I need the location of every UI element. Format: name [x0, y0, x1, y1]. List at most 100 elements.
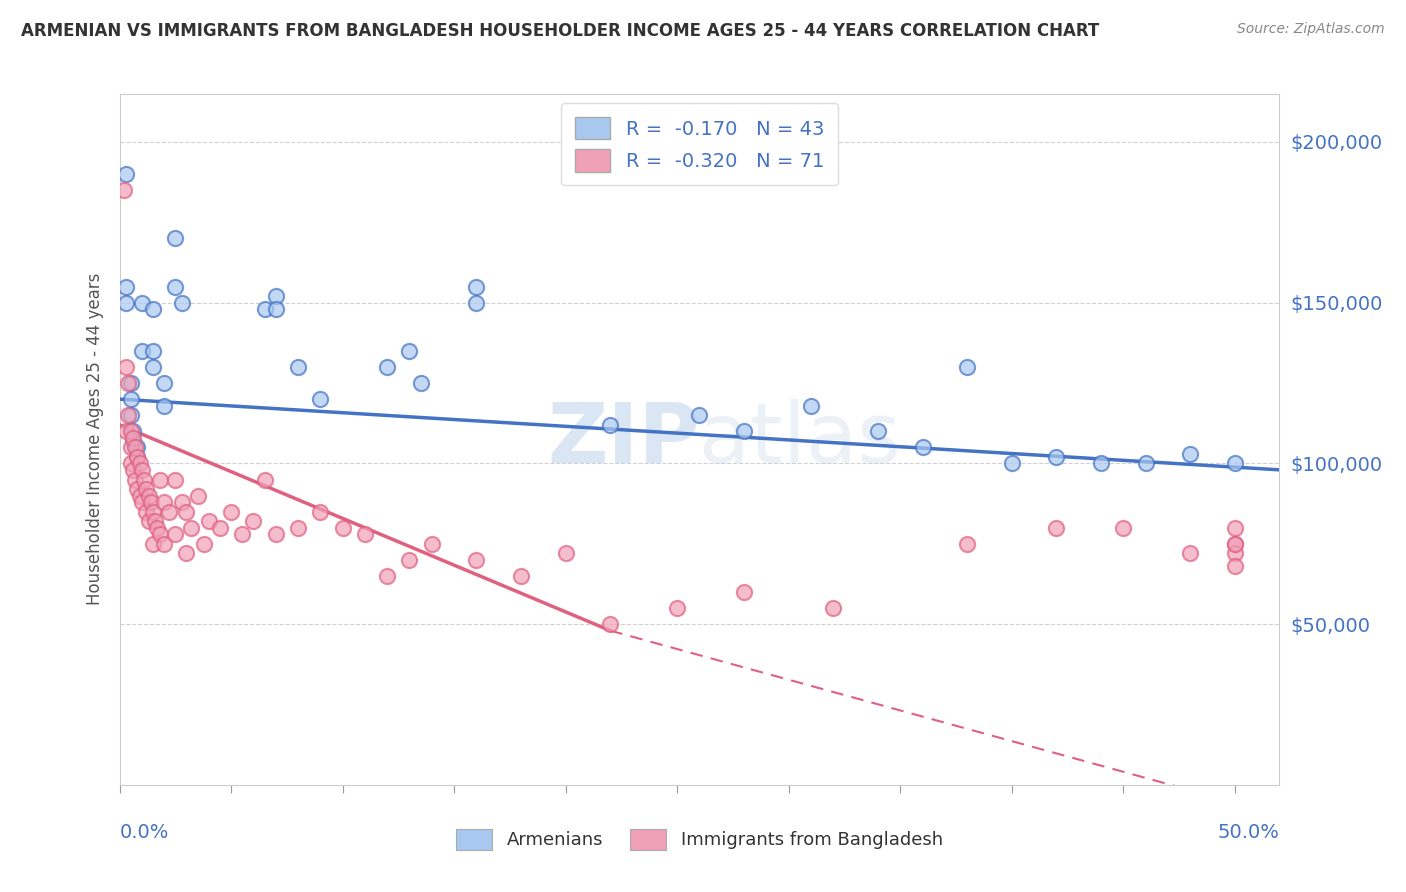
Point [1045, 450, 1067, 464]
Point [115, 167, 138, 181]
Point [165, 279, 187, 293]
Point [599, 617, 621, 632]
Point [1180, 447, 1202, 461]
Point [131, 463, 153, 477]
Point [176, 546, 198, 560]
Point [264, 527, 287, 541]
Point [127, 441, 149, 455]
Point [153, 376, 176, 390]
Point [823, 601, 845, 615]
Point [1112, 521, 1135, 535]
Point [332, 521, 354, 535]
Point [131, 343, 153, 358]
Point [956, 359, 979, 374]
Point [146, 521, 169, 535]
Point [128, 457, 150, 471]
Point [231, 527, 253, 541]
Point [117, 376, 139, 390]
Point [115, 295, 138, 310]
Point [120, 392, 142, 406]
Point [153, 399, 176, 413]
Point [131, 295, 153, 310]
Point [1223, 521, 1246, 535]
Point [127, 450, 149, 464]
Point [149, 527, 172, 541]
Point [666, 601, 689, 615]
Point [1223, 537, 1246, 551]
Point [264, 302, 287, 317]
Point [180, 521, 202, 535]
Point [120, 441, 142, 455]
Point [242, 514, 264, 528]
Point [131, 495, 153, 509]
Point [956, 537, 979, 551]
Point [142, 359, 165, 374]
Point [510, 569, 533, 583]
Text: Source: ZipAtlas.com: Source: ZipAtlas.com [1237, 22, 1385, 37]
Point [354, 527, 377, 541]
Point [120, 376, 142, 390]
Point [142, 505, 165, 519]
Point [309, 505, 332, 519]
Text: ZIP: ZIP [547, 399, 700, 480]
Point [1180, 546, 1202, 560]
Point [128, 489, 150, 503]
Point [599, 417, 621, 432]
Point [170, 495, 193, 509]
Point [733, 585, 755, 599]
Point [120, 457, 142, 471]
Point [142, 302, 165, 317]
Point [1223, 559, 1246, 574]
Point [115, 359, 138, 374]
Point [193, 537, 215, 551]
Point [800, 399, 823, 413]
Point [115, 279, 138, 293]
Point [1045, 521, 1067, 535]
Point [264, 289, 287, 303]
Point [165, 231, 187, 245]
Point [287, 359, 309, 374]
Point [287, 521, 309, 535]
Point [197, 514, 219, 528]
Point [253, 473, 276, 487]
Point [398, 553, 420, 567]
Text: ARMENIAN VS IMMIGRANTS FROM BANGLADESH HOUSEHOLDER INCOME AGES 25 - 44 YEARS COR: ARMENIAN VS IMMIGRANTS FROM BANGLADESH H… [21, 22, 1099, 40]
Legend: Armenians, Immigrants from Bangladesh: Armenians, Immigrants from Bangladesh [447, 820, 952, 859]
Text: 0.0%: 0.0% [120, 823, 169, 842]
Point [1223, 457, 1246, 471]
Point [124, 441, 146, 455]
Point [149, 473, 172, 487]
Point [554, 546, 576, 560]
Point [219, 505, 242, 519]
Point [117, 408, 139, 422]
Point [1090, 457, 1112, 471]
Point [465, 295, 488, 310]
Point [1223, 546, 1246, 560]
Point [208, 521, 231, 535]
Point [135, 505, 157, 519]
Point [142, 343, 165, 358]
Point [688, 408, 710, 422]
Point [138, 514, 160, 528]
Point [398, 343, 420, 358]
Point [866, 424, 889, 438]
Point [375, 569, 398, 583]
Point [187, 489, 209, 503]
Point [375, 359, 398, 374]
Point [409, 376, 432, 390]
Point [176, 505, 198, 519]
Point [135, 482, 157, 496]
Point [733, 424, 755, 438]
Point [124, 473, 146, 487]
Point [115, 424, 138, 438]
Text: atlas: atlas [700, 399, 901, 480]
Point [127, 450, 149, 464]
Point [157, 505, 180, 519]
Point [122, 424, 145, 438]
Point [122, 463, 145, 477]
Y-axis label: Householder Income Ages 25 - 44 years: Householder Income Ages 25 - 44 years [86, 273, 104, 606]
Point [122, 431, 145, 445]
Point [142, 537, 165, 551]
Point [165, 473, 187, 487]
Point [170, 295, 193, 310]
